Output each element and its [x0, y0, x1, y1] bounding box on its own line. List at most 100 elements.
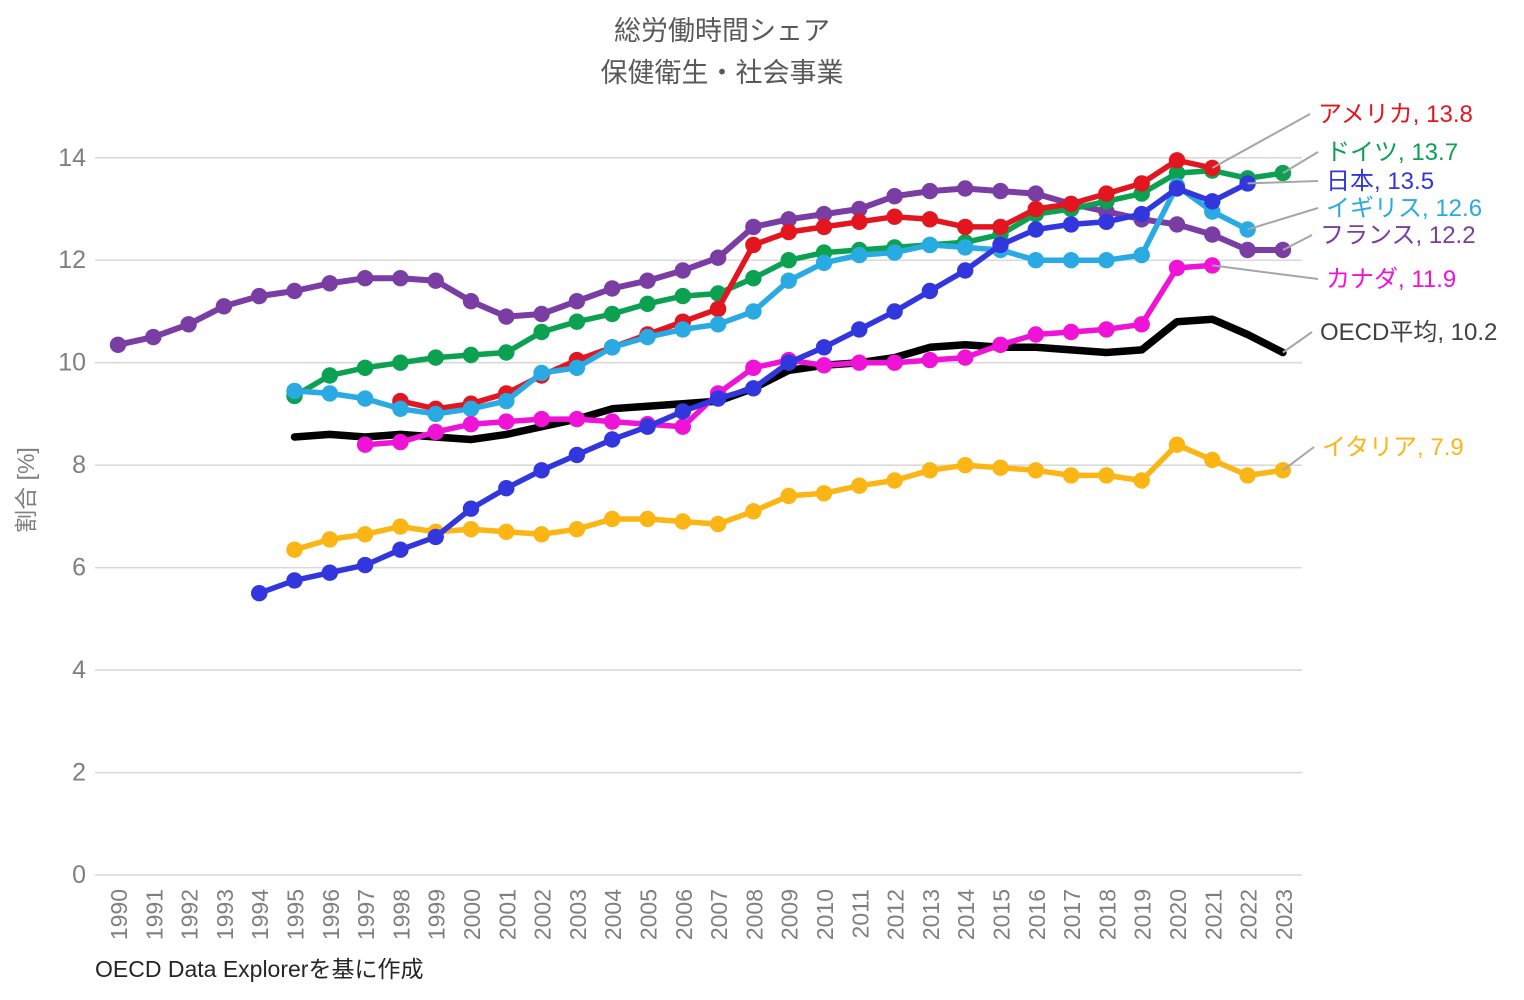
point-フランス-2013 — [921, 182, 939, 200]
x-tick-label-2016: 2016 — [1024, 889, 1050, 940]
point-フランス-1998 — [392, 270, 409, 287]
x-tick-label-2023: 2023 — [1271, 889, 1297, 940]
legend-label-カナダ: カナダ, 11.9 — [1326, 266, 1456, 293]
point-イギリス-2006 — [674, 321, 691, 338]
point-ドイツ-2020 — [1168, 164, 1186, 182]
x-tick-label-1997: 1997 — [353, 889, 379, 940]
point-フランス-2021 — [1204, 226, 1221, 243]
point-イタリア-2015 — [992, 459, 1009, 476]
point-イタリア-2008 — [745, 503, 762, 520]
legend-label-イタリア: イタリア, 7.9 — [1322, 434, 1464, 461]
point-フランス-2005 — [639, 272, 656, 289]
point-フランス-1995 — [286, 282, 303, 300]
point-フランス-2012 — [886, 188, 903, 205]
series-アメリカ — [392, 152, 1221, 417]
point-ドイツ-2006 — [674, 287, 691, 305]
point-カナダ-2003 — [568, 410, 586, 428]
point-日本-2017 — [1062, 216, 1080, 233]
point-アメリカ-2019 — [1133, 175, 1150, 192]
point-アメリカ-2013 — [921, 211, 939, 228]
point-日本-2016 — [1027, 221, 1045, 238]
point-フランス-2006 — [674, 262, 691, 279]
legend-label-フランス: フランス, 12.2 — [1320, 222, 1476, 249]
point-フランス-2002 — [533, 305, 550, 323]
point-フランス-1991 — [145, 328, 162, 346]
point-イタリア-2018 — [1098, 467, 1115, 484]
x-tick-label-2001: 2001 — [494, 889, 520, 940]
point-イタリア-2002 — [533, 526, 550, 543]
x-tick-label-2002: 2002 — [530, 889, 556, 940]
point-アメリカ-2016 — [1027, 200, 1045, 218]
x-tick-label-1998: 1998 — [388, 889, 414, 940]
series-イタリア — [286, 436, 1292, 558]
point-イタリア-1995 — [286, 541, 303, 558]
point-イギリス-2014 — [957, 239, 974, 256]
legend-leader-フランス — [1282, 234, 1313, 251]
x-tick-label-2017: 2017 — [1059, 889, 1085, 940]
point-日本-1998 — [392, 541, 409, 558]
point-イギリス-1997 — [356, 390, 374, 407]
point-フランス-2000 — [462, 293, 480, 310]
point-ドイツ-2001 — [498, 344, 515, 361]
point-イタリア-2014 — [957, 457, 974, 474]
series-OECD平均 — [290, 315, 1287, 444]
point-アメリカ-2009 — [780, 223, 797, 241]
point-アメリカ-2020 — [1168, 152, 1186, 169]
point-イギリス-2005 — [639, 328, 656, 346]
point-日本-2001 — [498, 480, 515, 497]
x-tick-label-1991: 1991 — [141, 889, 167, 940]
point-カナダ-2012 — [886, 354, 903, 371]
point-日本-2014 — [957, 262, 974, 279]
legend-leader-ドイツ — [1282, 151, 1319, 174]
y-tick-label-2: 2 — [72, 759, 86, 787]
point-フランス-1996 — [321, 275, 338, 292]
point-イギリス-2016 — [1027, 252, 1045, 269]
point-カナダ-2020 — [1168, 259, 1186, 277]
point-ドイツ-2009 — [780, 252, 797, 269]
x-tick-label-1999: 1999 — [424, 889, 450, 940]
point-イギリス-2013 — [921, 236, 939, 254]
point-日本-2012 — [886, 303, 903, 320]
point-日本-2015 — [992, 236, 1009, 254]
point-アメリカ-2011 — [851, 213, 868, 230]
point-フランス-2004 — [604, 280, 621, 297]
point-イタリア-2021 — [1204, 451, 1221, 469]
point-カナダ-2017 — [1062, 323, 1080, 341]
point-イタリア-2010 — [815, 485, 833, 502]
point-イギリス-2017 — [1062, 252, 1080, 269]
point-日本-1995 — [286, 572, 303, 589]
point-イギリス-2018 — [1098, 252, 1115, 269]
point-フランス-1992 — [180, 316, 197, 333]
point-フランス-2007 — [709, 249, 727, 266]
x-tick-label-1996: 1996 — [318, 889, 344, 940]
point-イタリア-2009 — [780, 487, 797, 505]
point-フランス-2011 — [851, 200, 868, 218]
legend-label-ドイツ: ドイツ, 13.7 — [1326, 139, 1458, 166]
point-日本-1999 — [427, 528, 444, 546]
point-フランス-2022 — [1239, 241, 1256, 259]
point-ドイツ-2004 — [604, 305, 621, 323]
point-イギリス-1999 — [427, 405, 444, 423]
x-tick-label-2009: 2009 — [777, 889, 803, 940]
gridlines — [95, 156, 1302, 876]
point-イギリス-2019 — [1133, 246, 1150, 264]
point-アメリカ-2017 — [1062, 195, 1080, 213]
point-日本-2000 — [462, 500, 480, 517]
legend-label-日本: 日本, 13.5 — [1326, 168, 1434, 195]
point-イタリア-2011 — [851, 477, 868, 494]
point-カナダ-2014 — [957, 349, 974, 366]
point-イタリア-2012 — [886, 472, 903, 489]
point-フランス-1993 — [215, 298, 233, 315]
x-tick-label-2011: 2011 — [847, 889, 873, 938]
point-カナダ-2002 — [533, 410, 550, 428]
point-イギリス-2000 — [462, 400, 480, 417]
point-カナダ-2021 — [1204, 257, 1221, 274]
x-tick-label-2019: 2019 — [1130, 889, 1156, 940]
legend-leader-カナダ — [1212, 264, 1319, 280]
point-日本-2018 — [1098, 213, 1115, 230]
point-イタリア-2005 — [639, 510, 656, 528]
point-イギリス-2008 — [745, 303, 762, 320]
point-フランス-1994 — [251, 287, 268, 305]
